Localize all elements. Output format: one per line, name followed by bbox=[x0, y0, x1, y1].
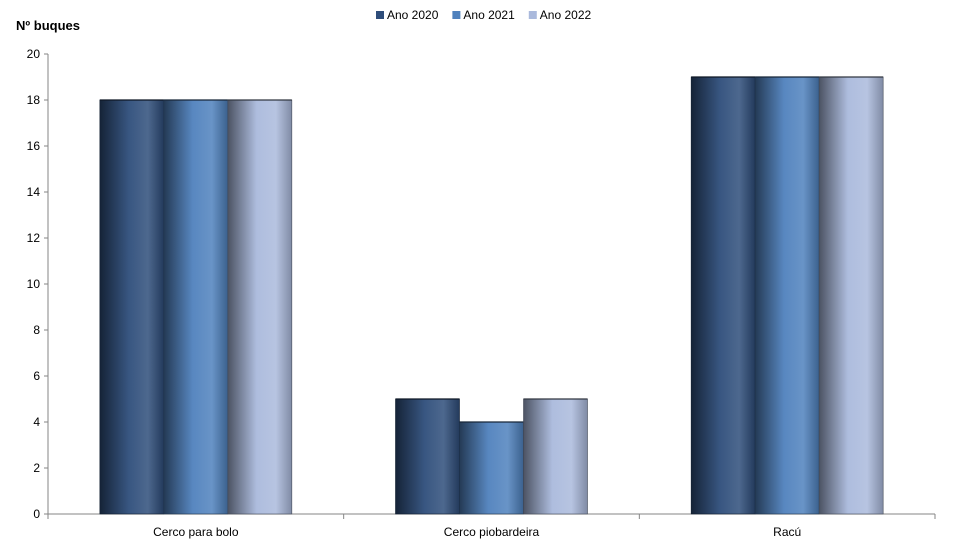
bar-ano-2021-0 bbox=[163, 99, 229, 515]
bar-ano-2022-1 bbox=[523, 398, 588, 515]
y-tick-label: 0 bbox=[33, 507, 40, 521]
y-axis-label: Nº buques bbox=[16, 18, 80, 33]
y-tick-label: 4 bbox=[33, 415, 40, 429]
bar-ano-2021-1 bbox=[459, 421, 524, 515]
bar-ano-2020-0 bbox=[99, 99, 165, 515]
axes: 0 2 4 6 8 10 12 14 16 18 20 Cerco para bolo Cerco pi… bbox=[27, 47, 936, 539]
bar-ano-2021-2 bbox=[754, 76, 820, 515]
y-tick-label: 12 bbox=[27, 231, 41, 245]
y-tick-label: 10 bbox=[27, 277, 41, 291]
bars bbox=[99, 76, 884, 515]
y-tick-label: 20 bbox=[27, 47, 41, 61]
legend-item: Ano 2020 bbox=[376, 8, 439, 22]
y-tick-label: 14 bbox=[27, 185, 41, 199]
y-tick-label: 16 bbox=[27, 139, 41, 153]
legend-label: Ano 2021 bbox=[463, 8, 515, 22]
legend: Ano 2020 Ano 2021 Ano 2022 bbox=[376, 8, 591, 22]
legend-swatch bbox=[528, 11, 537, 19]
y-tick-label: 8 bbox=[33, 323, 40, 337]
legend-item: Ano 2022 bbox=[528, 8, 592, 22]
legend-label: Ano 2022 bbox=[540, 8, 592, 22]
bar-ano-2022-0 bbox=[227, 99, 293, 515]
bar-ano-2020-2 bbox=[690, 76, 756, 515]
legend-label: Ano 2020 bbox=[387, 8, 439, 22]
legend-item: Ano 2021 bbox=[452, 8, 515, 22]
y-tick-label: 18 bbox=[27, 93, 41, 107]
y-tick-label: 2 bbox=[33, 461, 40, 475]
x-tick-label: Racú bbox=[773, 525, 801, 539]
x-tick-label: Cerco para bolo bbox=[153, 525, 239, 539]
x-tick-label: Cerco piobardeira bbox=[444, 525, 540, 539]
bar-ano-2022-2 bbox=[818, 76, 884, 515]
y-tick-label: 6 bbox=[33, 369, 40, 383]
bar-ano-2020-1 bbox=[395, 398, 460, 515]
legend-swatch bbox=[452, 11, 461, 19]
legend-swatch bbox=[376, 11, 384, 19]
